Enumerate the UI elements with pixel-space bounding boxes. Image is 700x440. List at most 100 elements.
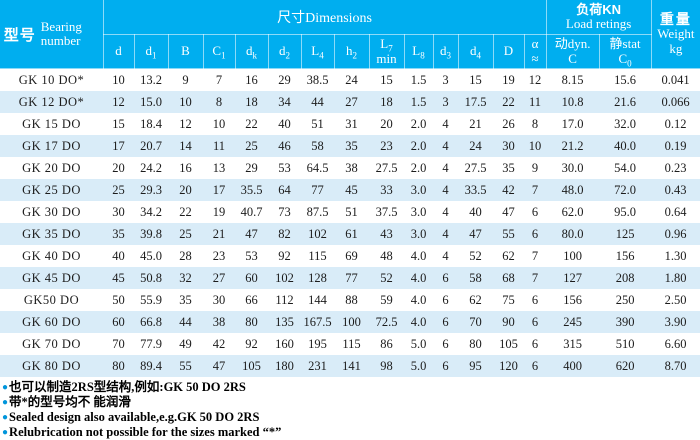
value-cell: 70	[112, 336, 125, 351]
col-header-d4: d4	[457, 34, 494, 69]
value-cell: 156	[615, 248, 635, 263]
value-cell: 400	[563, 358, 582, 373]
value-cell: 9	[182, 72, 189, 87]
value-cell: 30	[112, 204, 125, 219]
value-cell: 29	[245, 160, 258, 175]
col-header-d1: d1	[133, 34, 169, 69]
value-cell: 60	[245, 270, 258, 285]
value-cell: 80	[245, 314, 258, 329]
value-cell: 42	[212, 336, 226, 351]
value-cell: 39.8	[140, 226, 162, 241]
table-row: GK 15 DO 15 18.4 12 10 22 40 51 31 20 2.0 4 21 26 8 17.…	[0, 113, 700, 135]
value-cell: 4	[442, 248, 449, 263]
value-cell: 620	[615, 358, 635, 373]
value-cell: 22	[245, 116, 258, 131]
value-cell: 20	[112, 160, 125, 175]
col-header-stat-c0: 静stat C0	[598, 34, 652, 69]
value-cell: 20.7	[140, 138, 162, 153]
load-label-cn: 负荷KN	[576, 1, 621, 17]
value-cell: 4	[442, 204, 449, 219]
bearing-number-cell: GK 20 DO	[22, 160, 81, 175]
value-cell: 112	[275, 292, 294, 307]
bullet-icon: ●	[2, 397, 9, 408]
table-row: GK 60 DO 60 66.8 44 38 80 135 167.5 100 72.5 4.0 6 7…	[0, 311, 700, 333]
value-cell: 58	[311, 138, 324, 153]
bearing-number-cell: GK 60 DO	[22, 314, 81, 329]
value-cell: 2.0	[410, 116, 427, 131]
value-cell: 15	[112, 116, 125, 131]
value-cell: 44	[179, 314, 192, 329]
value-cell: 128	[308, 270, 327, 285]
value-cell: 1.5	[410, 72, 427, 87]
value-cell: 22	[179, 204, 192, 219]
bearing-number-cell: GK 30 DO	[22, 204, 81, 219]
value-cell: 54.0	[614, 160, 637, 175]
table-row: GK 80 DO 80 89.4 55 47 105 180 231 141 98 5.0 6 95 12…	[0, 355, 700, 377]
value-cell: 35.5	[240, 182, 263, 197]
value-cell: 167.5	[303, 314, 332, 329]
value-cell: 120	[499, 358, 518, 373]
value-cell: 26	[502, 116, 515, 131]
value-cell: 51	[345, 204, 358, 219]
value-cell: 160	[275, 336, 294, 351]
value-cell: 0.64	[664, 204, 687, 219]
value-cell: 62.0	[561, 204, 584, 219]
col-group-load-ratings: 负荷KN Load retings	[545, 0, 652, 35]
value-cell: 6	[442, 314, 449, 329]
bearing-number-cell: GK50 DO	[23, 292, 80, 307]
value-cell: 17	[112, 138, 125, 153]
value-cell: 55.9	[140, 292, 162, 307]
value-cell: 1.5	[410, 94, 427, 109]
value-cell: 4	[442, 182, 449, 197]
value-cell: 60	[112, 314, 125, 329]
value-cell: 125	[615, 226, 635, 241]
value-cell: 4	[442, 116, 449, 131]
value-cell: 4	[442, 160, 449, 175]
footnote-text: 也可以制造2RS型结构,例如:GK 50 DO 2RS	[9, 380, 246, 394]
value-cell: 53	[245, 248, 258, 263]
col-header-D: D	[492, 34, 525, 69]
value-cell: 100	[342, 314, 361, 329]
value-cell: 80	[112, 358, 125, 373]
bearing-number-label-en: Bearing number	[40, 19, 82, 48]
value-cell: 4	[442, 138, 449, 153]
value-cell: 4.0	[410, 292, 427, 307]
col-header-weight: 重量 Weight kg	[650, 0, 700, 69]
value-cell: 42	[502, 182, 515, 197]
table-body: GK 10 DO* 10 13.2 9 7 16 29 38.5 24 15 1.5 3 15 19 12 8…	[0, 69, 700, 377]
value-cell: 27	[212, 270, 226, 285]
value-cell: 92	[278, 248, 291, 263]
value-cell: 3.90	[664, 314, 687, 329]
value-cell: 15	[380, 72, 393, 87]
value-cell: 40.0	[614, 138, 637, 153]
value-cell: 6.60	[664, 336, 687, 351]
value-cell: 141	[342, 358, 361, 373]
value-cell: 19	[212, 204, 226, 219]
value-cell: 6	[531, 358, 539, 373]
load-label-en: Load retings	[565, 16, 632, 31]
table-header: 型号 Bearing number 尺寸Dimensions 负荷KN Load…	[0, 0, 700, 69]
value-cell: 1.80	[664, 270, 687, 285]
value-cell: 37.5	[375, 204, 398, 219]
value-cell: 17	[212, 182, 226, 197]
col-header-C1: C1	[202, 34, 236, 69]
value-cell: 250	[615, 292, 635, 307]
value-cell: 80	[469, 336, 482, 351]
value-cell: 46	[278, 138, 291, 153]
value-cell: 0.12	[664, 116, 687, 131]
value-cell: 25	[179, 226, 192, 241]
value-cell: 10	[528, 138, 542, 153]
value-cell: 115	[342, 336, 361, 351]
value-cell: 88	[345, 292, 358, 307]
footnotes: ●也可以制造2RS型结构,例如:GK 50 DO 2RS ●带*的型号均不 能润…	[0, 377, 700, 440]
value-cell: 4.0	[410, 314, 427, 329]
value-cell: 6	[531, 292, 539, 307]
value-cell: 66.8	[140, 314, 162, 329]
value-cell: 92	[245, 336, 258, 351]
value-cell: 40	[112, 248, 125, 263]
value-cell: 3.0	[410, 204, 427, 219]
value-cell: 135	[275, 314, 294, 329]
value-cell: 18	[245, 94, 258, 109]
value-cell: 35	[502, 160, 515, 175]
value-cell: 0.23	[664, 160, 687, 175]
